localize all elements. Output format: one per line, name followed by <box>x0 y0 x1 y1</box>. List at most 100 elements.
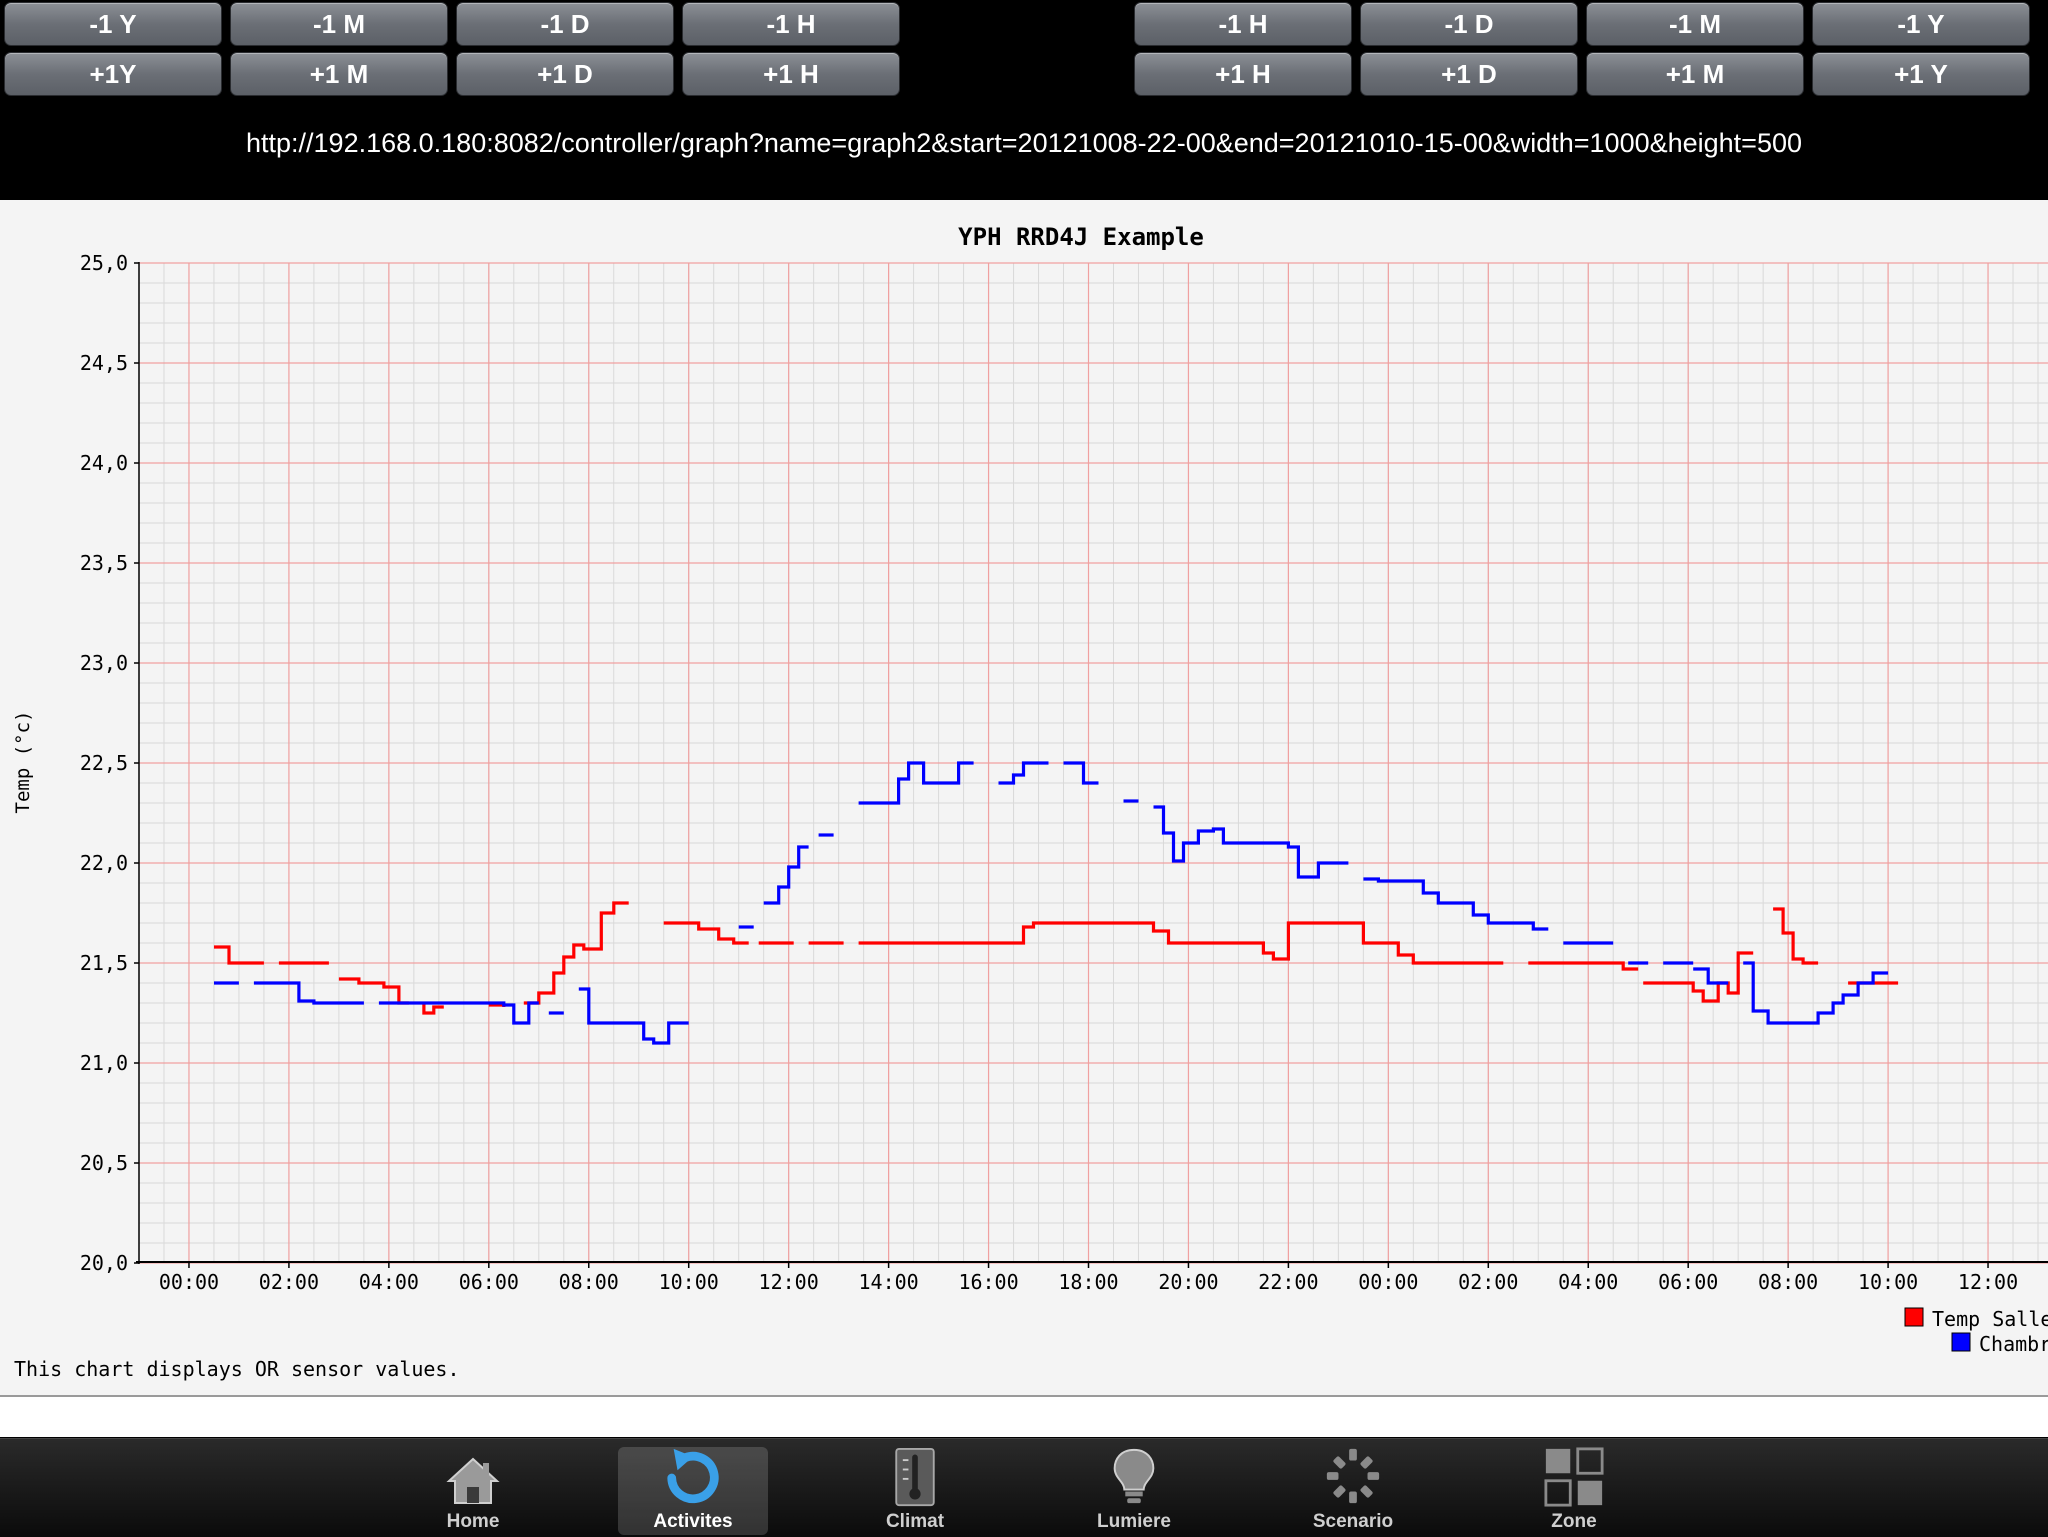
tab-home[interactable]: Home <box>398 1447 548 1535</box>
series-line-chambr <box>858 761 974 805</box>
series-line-temp-salle <box>1528 961 1639 971</box>
x-tick-label: 12:00 <box>759 1270 819 1294</box>
grid-icon <box>1544 1447 1604 1507</box>
tab-zone-label: Zone <box>1551 1511 1597 1532</box>
x-tick-label: 08:00 <box>1758 1270 1818 1294</box>
x-tick-label: 06:00 <box>1658 1270 1718 1294</box>
y-tick-label: 24,5 <box>80 351 128 375</box>
series-line-chambr <box>763 845 809 905</box>
btn-minus-1d-left[interactable]: -1 D <box>456 2 674 46</box>
tab-activites-label: Activites <box>653 1511 733 1532</box>
legend-swatch-temp-salle <box>1904 1307 1924 1327</box>
major-grid <box>139 262 2048 1264</box>
tab-climat-label: Climat <box>885 1511 945 1532</box>
btn-plus-1y-left[interactable]: +1Y <box>4 52 222 96</box>
legend-swatch-chambr <box>1951 1332 1971 1352</box>
tab-bar: Home Activites Climat Lumiere <box>0 1438 2048 1537</box>
tab-lumiere-label: Lumiere <box>1097 1511 1171 1532</box>
series-line-chambr <box>998 761 1049 785</box>
btn-plus-1d-right[interactable]: +1 D <box>1360 52 1578 96</box>
btn-minus-1h-left[interactable]: -1 H <box>682 2 900 46</box>
btn-minus-1d-right[interactable]: -1 D <box>1360 2 1578 46</box>
btn-minus-1m-right[interactable]: -1 M <box>1586 2 1804 46</box>
y-tick-label: 21,0 <box>80 1051 128 1075</box>
series-line-temp-salle <box>214 945 264 965</box>
series-line-chambr <box>1743 961 1889 1025</box>
btn-minus-1m-left[interactable]: -1 M <box>230 2 448 46</box>
series-line-temp-salle <box>523 901 629 1005</box>
series-line-temp-salle <box>338 977 409 1005</box>
x-tick-label: 04:00 <box>359 1270 419 1294</box>
btn-minus-1h-right[interactable]: -1 H <box>1134 2 1352 46</box>
x-tick-label: 00:00 <box>159 1270 219 1294</box>
x-tick-label: 02:00 <box>259 1270 319 1294</box>
tab-activites[interactable]: Activites <box>618 1447 768 1535</box>
series-line-chambr <box>378 1001 539 1025</box>
series-line-temp-salle <box>858 921 1504 965</box>
x-tick-label: 10:00 <box>659 1270 719 1294</box>
lightbulb-icon <box>1113 1448 1155 1504</box>
series-line-chambr <box>578 987 689 1045</box>
btn-minus-1y-right[interactable]: -1 Y <box>1812 2 2030 46</box>
legend-label-chambr: Chambr <box>1979 1332 2048 1356</box>
x-tick-label: 14:00 <box>858 1270 918 1294</box>
y-tick-label: 20,0 <box>80 1251 128 1275</box>
series-line-chambr <box>1063 761 1099 785</box>
btn-minus-1y-left[interactable]: -1 Y <box>4 2 222 46</box>
btn-plus-1h-left[interactable]: +1 H <box>682 52 900 96</box>
series-layer <box>214 761 1899 1045</box>
btn-plus-1h-right[interactable]: +1 H <box>1134 52 1352 96</box>
series-line-chambr <box>1153 805 1349 879</box>
btn-plus-1d-left[interactable]: +1 D <box>456 52 674 96</box>
content-separator <box>0 1397 2048 1437</box>
x-tick-label: 10:00 <box>1858 1270 1918 1294</box>
tab-lumiere[interactable]: Lumiere <box>1059 1447 1209 1535</box>
y-tick-label: 20,5 <box>80 1151 128 1175</box>
y-tick-label: 22,0 <box>80 851 128 875</box>
x-tick-labels: 00:00 02:00 04:00 06:00 08:00 10:00 12:00 14:00… <box>159 1262 2018 1294</box>
series-line-temp-salle <box>1643 951 1754 1003</box>
series-line-temp-salle <box>663 921 749 945</box>
y-tick-label: 23,0 <box>80 651 128 675</box>
x-tick-label: 12:00 <box>1958 1270 2018 1294</box>
series-line-temp-salle <box>1773 907 1819 965</box>
x-tick-label: 08:00 <box>559 1270 619 1294</box>
series-line-chambr <box>1693 967 1729 985</box>
chart-title: YPH RRD4J Example <box>958 223 1204 251</box>
series-line-chambr <box>253 981 364 1005</box>
series-line-chambr <box>1363 877 1549 931</box>
y-tick-label: 23,5 <box>80 551 128 575</box>
y-tick-label: 25,0 <box>80 251 128 275</box>
btn-plus-1m-left[interactable]: +1 M <box>230 52 448 96</box>
home-icon <box>446 1457 500 1504</box>
btn-plus-1y-right[interactable]: +1 Y <box>1812 52 2030 96</box>
y-axis-label: Temp (°c) <box>12 711 34 814</box>
chart-footer: This chart displays OR sensor values. <box>14 1357 460 1381</box>
line-chart: 25,0 24,5 24,0 23,5 23,0 22,5 22,0 21,5 21,0 20,5… <box>12 223 2048 1381</box>
tab-zone[interactable]: Zone <box>1499 1447 1649 1535</box>
x-tick-label: 02:00 <box>1458 1270 1518 1294</box>
btn-plus-1m-right[interactable]: +1 M <box>1586 52 1804 96</box>
legend-label-temp-salle: Temp Salle <box>1932 1307 2048 1331</box>
y-tick-label: 21,5 <box>80 951 128 975</box>
legend: Temp Salle Chambr <box>1904 1307 2048 1356</box>
series-line-temp-salle <box>488 1003 506 1007</box>
x-tick-label: 00:00 <box>1358 1270 1418 1294</box>
spinner-icon <box>1326 1448 1380 1504</box>
tab-scenario[interactable]: Scenario <box>1278 1447 1428 1535</box>
series-line-temp-salle <box>422 1003 444 1015</box>
x-tick-label: 18:00 <box>1058 1270 1118 1294</box>
y-tick-labels: 25,0 24,5 24,0 23,5 23,0 22,5 22,0 21,5 21,0 20,5… <box>80 251 139 1275</box>
tab-scenario-label: Scenario <box>1312 1511 1394 1532</box>
graph-url-text: http://192.168.0.180:8082/controller/gra… <box>246 128 1802 158</box>
thermometer-icon <box>895 1447 935 1507</box>
tab-climat[interactable]: Climat <box>840 1447 990 1535</box>
tab-home-label: Home <box>446 1511 500 1532</box>
x-tick-label: 22:00 <box>1258 1270 1318 1294</box>
x-tick-label: 16:00 <box>958 1270 1018 1294</box>
y-tick-label: 22,5 <box>80 751 128 775</box>
x-tick-label: 04:00 <box>1558 1270 1618 1294</box>
chart-panel: 25,0 24,5 24,0 23,5 23,0 22,5 22,0 21,5 21,0 20,5… <box>0 200 2048 1397</box>
refresh-icon <box>667 1448 719 1504</box>
y-tick-label: 24,0 <box>80 451 128 475</box>
